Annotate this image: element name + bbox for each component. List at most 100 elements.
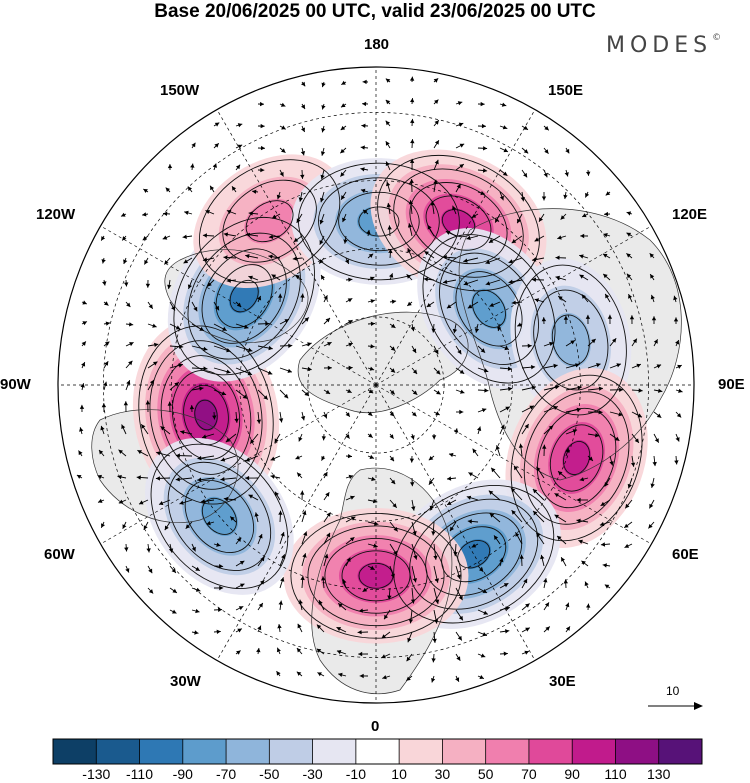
- wind-vector-head: [632, 338, 637, 344]
- wind-vector-head: [244, 324, 249, 329]
- wind-vector-head: [459, 143, 465, 148]
- wind-vector-head: [585, 314, 591, 319]
- wind-vector-head: [360, 145, 365, 150]
- wind-vector-head: [172, 588, 177, 593]
- wind-vector-head: [367, 411, 373, 416]
- wind-vector-head: [270, 456, 276, 461]
- wind-vector-head: [626, 211, 632, 216]
- wind-vector-head: [545, 626, 550, 631]
- wind-vector-head: [488, 490, 494, 495]
- wind-vector-head: [393, 550, 398, 556]
- wind-vector-head: [467, 304, 473, 309]
- wind-vector-head: [463, 258, 468, 263]
- wind-vector-head: [143, 525, 148, 530]
- wind-vector-head: [172, 609, 177, 614]
- colorbar-label: -70: [215, 766, 237, 782]
- wind-vector-head: [235, 164, 241, 170]
- wind-vector-head: [656, 364, 662, 369]
- anomaly-shading: [244, 198, 296, 244]
- wind-vector-head: [343, 239, 348, 244]
- wind-vector-head: [155, 476, 160, 481]
- wind-vector-head: [586, 171, 591, 176]
- wind-vector-head: [301, 81, 306, 87]
- wind-vector-head: [105, 321, 111, 326]
- anomaly-contour: [318, 177, 440, 266]
- wind-vector-head: [524, 650, 529, 655]
- anomaly-contour: [422, 234, 556, 384]
- wind-vector-head: [674, 460, 679, 465]
- wind-vector-head: [384, 614, 389, 620]
- wind-vector-head: [447, 501, 452, 505]
- wind-vector-head: [187, 284, 192, 289]
- wind-vector-head: [634, 438, 639, 443]
- wind-vector-head: [274, 491, 279, 497]
- wind-vector-head: [503, 583, 509, 588]
- wind-vector-head: [612, 338, 617, 343]
- wind-vector-head: [539, 217, 543, 222]
- wind-vector-head: [517, 218, 521, 224]
- anomaly-shading: [357, 562, 395, 590]
- anomaly-contour: [409, 182, 508, 265]
- wind-vector-head: [237, 123, 243, 128]
- meridian-line: [375, 225, 652, 386]
- anomaly-shading: [550, 312, 591, 368]
- colorbar-swatch: [53, 739, 97, 764]
- wind-vector-head: [195, 587, 201, 592]
- wind-vector-head: [533, 510, 538, 516]
- wind-vector-head: [579, 274, 584, 279]
- wind-vector-head: [427, 225, 432, 230]
- anomaly-contour: [514, 264, 627, 416]
- wind-vector-head: [390, 479, 396, 485]
- wind-vector-head: [345, 434, 350, 439]
- wind-vector-head: [540, 554, 545, 560]
- wind-vector-head: [407, 223, 413, 228]
- wind-vector-head: [460, 389, 465, 394]
- height-anomaly-field: [132, 149, 648, 644]
- anomaly-contour: [472, 289, 506, 328]
- wind-vector-head: [602, 253, 608, 258]
- wind-vector-head: [554, 385, 560, 390]
- wind-vector-head: [301, 104, 305, 109]
- wind-vector-head: [300, 575, 305, 581]
- wind-vector-head: [341, 195, 346, 200]
- wind-vector-head: [543, 172, 548, 178]
- wind-vector-head: [226, 278, 231, 283]
- wind-vector-head: [256, 419, 262, 424]
- anomaly-contour: [549, 424, 604, 492]
- wind-vector-head: [385, 120, 390, 126]
- wind-vector-head: [167, 164, 173, 169]
- wind-vector-head: [523, 578, 528, 584]
- wind-vector-head: [121, 212, 126, 217]
- lon-label-30e: 30E: [549, 673, 576, 690]
- wind-vector-head: [321, 128, 326, 133]
- colorbar-swatch: [355, 739, 400, 764]
- wind-vector-head: [650, 483, 655, 488]
- wind-vector-head: [237, 628, 242, 633]
- wind-vector-head: [454, 428, 459, 433]
- wind-vector-head: [514, 465, 518, 471]
- wind-vector-head: [575, 363, 580, 368]
- colorbar-swatch: [399, 739, 443, 764]
- wind-vector-head: [532, 257, 537, 262]
- wind-vector-head: [434, 349, 439, 355]
- wind-vector-head: [572, 429, 578, 434]
- wind-vector-head: [319, 240, 324, 245]
- wind-vector-head: [180, 430, 185, 435]
- wind-vector-head: [505, 629, 510, 634]
- wind-vector-head: [223, 496, 229, 502]
- wind-vector-head: [271, 274, 277, 279]
- wind-vector-head: [220, 457, 226, 462]
- wind-vector-head: [212, 163, 217, 168]
- wind-vector-head: [488, 238, 494, 243]
- wind-vector-head: [240, 583, 245, 588]
- wind-vector-head: [436, 390, 441, 395]
- wind-vector-head: [250, 439, 255, 444]
- wind-vector-head: [472, 448, 477, 454]
- lon-label-60w: 60W: [44, 546, 75, 563]
- wind-vector-head: [495, 445, 500, 450]
- wind-vector-head: [278, 418, 284, 423]
- wind-vector-head: [360, 167, 365, 172]
- wind-vector-head: [267, 370, 273, 375]
- wind-vector-head: [412, 369, 418, 374]
- wind-vector-head: [452, 328, 458, 334]
